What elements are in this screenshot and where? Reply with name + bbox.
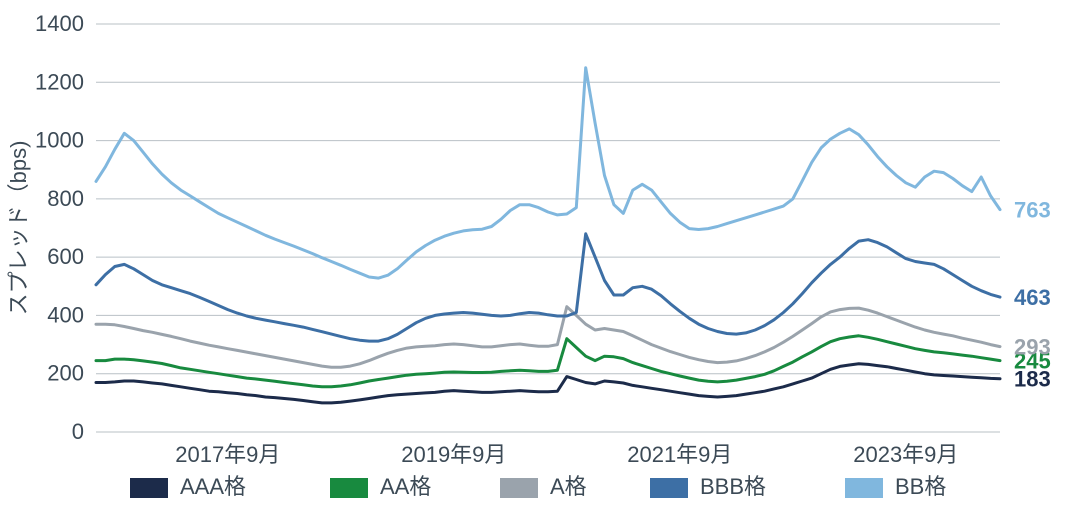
x-tick-label: 2017年9月 — [175, 442, 280, 467]
legend-label: BB格 — [895, 474, 946, 499]
chart-svg: 0 200 400 600 800 1000 1200 1400 スプレッド（bps) 2017年… — [0, 0, 1076, 524]
y-tick-label: 1000 — [35, 128, 84, 153]
legend-swatch — [650, 478, 688, 498]
legend-label: AAA格 — [180, 474, 246, 499]
y-tick-label: 600 — [47, 244, 84, 269]
y-tick-label: 1400 — [35, 11, 84, 36]
legend-swatch — [130, 478, 168, 498]
y-tick-label: 400 — [47, 302, 84, 327]
series-end-label: 763 — [1014, 198, 1051, 223]
y-tick-label: 1200 — [35, 69, 84, 94]
legend-label: A格 — [550, 474, 587, 499]
y-axis-title: スプレッド（bps) — [6, 141, 31, 316]
y-tick-label: 200 — [47, 361, 84, 386]
x-tick-label: 2021年9月 — [627, 442, 732, 467]
legend-label: AA格 — [380, 474, 431, 499]
series-end-label: 293 — [1014, 335, 1051, 360]
x-tick-label: 2023年9月 — [853, 442, 958, 467]
spread-chart: 0 200 400 600 800 1000 1200 1400 スプレッド（bps) 2017年… — [0, 0, 1076, 524]
series-line — [96, 234, 1000, 341]
series-line — [96, 364, 1000, 403]
legend-label: BBB格 — [700, 474, 766, 499]
series-line — [96, 336, 1000, 387]
legend-swatch — [500, 478, 538, 498]
legend-swatch — [845, 478, 883, 498]
x-tick-label: 2019年9月 — [401, 442, 506, 467]
series-end-label: 463 — [1014, 285, 1051, 310]
series-line — [96, 68, 1000, 278]
y-tick-label: 0 — [72, 419, 84, 444]
legend-swatch — [330, 478, 368, 498]
y-tick-label: 800 — [47, 186, 84, 211]
